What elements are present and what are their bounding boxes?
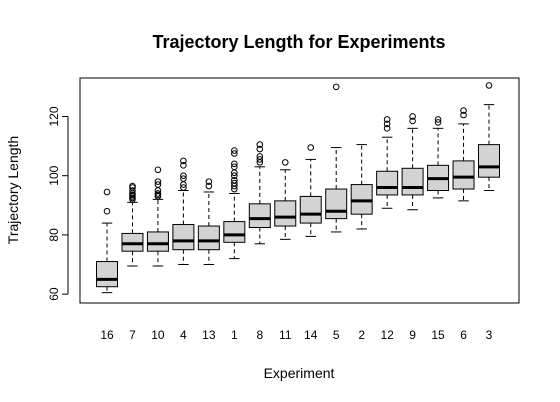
outlier-point <box>154 181 162 188</box>
outlier-point <box>231 150 238 157</box>
x-tick-label: 14 <box>304 328 318 342</box>
outlier-point <box>205 178 213 185</box>
box-2 <box>350 144 373 230</box>
box-iqr <box>478 144 500 178</box>
box-iqr <box>248 203 271 229</box>
y-tick-label: 60 <box>47 287 61 301</box>
outlier-point <box>383 120 391 128</box>
box-15 <box>427 116 450 199</box>
box-3 <box>478 82 500 191</box>
outlier-point <box>256 145 264 153</box>
x-tick-label: 15 <box>431 328 445 342</box>
outlier-point <box>256 153 264 160</box>
outlier-point <box>154 190 162 197</box>
outlier-point <box>180 157 187 165</box>
box-10 <box>146 166 169 267</box>
x-tick-label: 8 <box>256 328 263 342</box>
outlier-point <box>434 119 442 126</box>
outlier-point <box>281 159 289 166</box>
box-6 <box>452 107 475 202</box>
x-tick-label: 13 <box>202 328 216 342</box>
outlier-point <box>256 141 264 148</box>
x-tick-label: 16 <box>100 328 114 342</box>
box-iqr <box>197 225 220 251</box>
box-1 <box>223 147 246 260</box>
plot-frame <box>79 77 520 304</box>
box-group <box>96 82 500 294</box>
x-tick-label: 3 <box>486 328 493 342</box>
box-8 <box>248 141 271 245</box>
outlier-point <box>103 188 111 196</box>
outlier-point <box>180 162 187 169</box>
outlier-point <box>434 116 442 123</box>
outlier-point <box>154 166 162 174</box>
box-iqr <box>452 160 475 190</box>
x-tick-label: 10 <box>151 328 165 342</box>
x-tick-label: 1 <box>231 328 238 342</box>
outlier-point <box>231 147 238 154</box>
box-iqr <box>299 195 322 224</box>
outlier-point <box>485 82 493 89</box>
x-tick-label: 12 <box>380 328 394 342</box>
box-9 <box>401 113 424 211</box>
outlier-point <box>180 175 187 182</box>
box-11 <box>274 159 297 240</box>
outlier-point <box>460 111 467 119</box>
outlier-point <box>383 116 391 123</box>
outlier-point <box>256 156 264 163</box>
outlier-point <box>231 163 238 171</box>
box-iqr <box>223 221 246 243</box>
outlier-point <box>231 172 238 179</box>
x-tick-label: 2 <box>358 328 365 342</box>
outlier-point <box>103 207 111 215</box>
outlier-point <box>129 187 136 194</box>
outlier-point <box>383 125 391 132</box>
outlier-point <box>332 83 340 91</box>
box-iqr <box>172 224 195 251</box>
chart-title: Trajectory Length for Experiments <box>152 32 445 52</box>
x-tick-label: 9 <box>409 328 416 342</box>
box-13 <box>197 178 220 266</box>
box-4 <box>172 157 195 266</box>
outlier-point <box>231 179 238 187</box>
box-iqr <box>274 200 297 227</box>
box-iqr <box>401 167 424 196</box>
y-axis: 60 80 100 120 <box>47 106 69 301</box>
x-tick-label: 11 <box>279 328 292 342</box>
x-tick-label: 6 <box>460 328 467 342</box>
x-tick-label: 5 <box>333 328 340 342</box>
y-axis-label: Trajectory Length <box>5 136 21 244</box>
box-14 <box>299 144 322 237</box>
outlier-point <box>205 182 213 190</box>
box-5 <box>325 83 348 233</box>
x-axis-label: Experiment <box>264 365 335 381</box>
box-7 <box>121 182 144 267</box>
outlier-point <box>180 184 187 191</box>
box-iqr <box>325 188 348 220</box>
x-axis: 16 7 10 4 13 1 8 11 14 5 2 12 9 15 6 3 <box>100 328 492 342</box>
box-12 <box>376 116 399 209</box>
outlier-point <box>409 113 416 120</box>
outlier-point <box>129 182 136 190</box>
outlier-point <box>409 117 416 125</box>
y-tick-label: 80 <box>47 228 61 242</box>
box-16 <box>96 188 118 294</box>
y-tick-label: 100 <box>47 165 61 185</box>
x-tick-label: 4 <box>180 328 187 342</box>
outlier-point <box>307 144 315 151</box>
outlier-point <box>154 178 162 185</box>
x-tick-label: 7 <box>129 328 136 342</box>
outlier-point <box>231 176 238 184</box>
outlier-point <box>180 172 187 179</box>
outlier-point <box>231 160 238 168</box>
box-iqr <box>146 231 169 252</box>
y-tick-label: 120 <box>47 106 61 126</box>
box-iqr <box>376 170 399 196</box>
box-iqr <box>96 261 118 288</box>
outlier-point <box>460 107 467 114</box>
